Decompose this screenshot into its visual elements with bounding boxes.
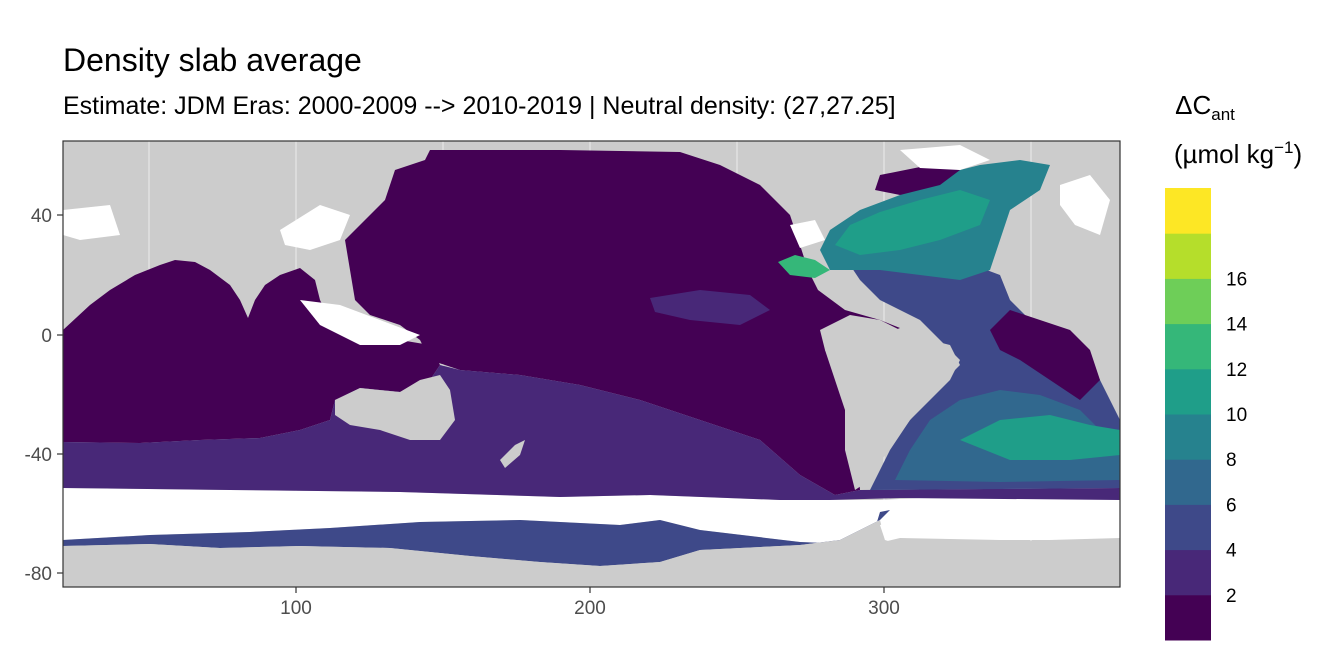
east-asia-nodata [280, 205, 350, 250]
legend-unit-prefix: (µmol kg [1174, 139, 1274, 169]
y-tick-label: -40 [25, 445, 52, 466]
africa-land [1080, 300, 1120, 380]
legend-unit: (µmol kg−1) [1174, 138, 1302, 169]
legend-tick-label: 16 [1226, 269, 1247, 290]
legend-title-main: ΔC [1175, 90, 1211, 120]
legend-title-sub: ant [1211, 105, 1235, 124]
plot-subtitle: Estimate: JDM Eras: 2000-2009 --> 2010-2… [63, 92, 896, 120]
legend-colorbar [1165, 188, 1211, 641]
legend-color-step [1165, 368, 1211, 415]
caribbean-layer [778, 255, 830, 278]
legend-color-step [1165, 504, 1211, 551]
arctic-nodata [900, 145, 990, 170]
legend-tick-label: 2 [1226, 586, 1237, 607]
panel-border [62, 140, 1121, 588]
legend-color-step [1165, 188, 1211, 234]
legend-tick-label: 8 [1226, 450, 1237, 471]
nodata-patches [63, 145, 1110, 540]
south-america-land [820, 315, 960, 490]
new-zealand-land [500, 440, 525, 468]
y-axis: 40 0 -40 -80 [25, 206, 63, 585]
antarctic-nodata-spot [880, 520, 905, 540]
atlantic-south-layer [960, 415, 1120, 460]
legend-tick-label: 6 [1226, 495, 1237, 516]
legend-tick-label: 4 [1226, 541, 1237, 562]
caribbean-nodata [790, 220, 825, 248]
legend-tick-label: 14 [1226, 315, 1248, 336]
maritime-nodata [300, 300, 420, 345]
pacific-indian-basin [63, 150, 900, 495]
southern-ocean-band [63, 365, 1120, 500]
legend-color-step [1165, 549, 1211, 596]
north-atlantic-nodata [1060, 175, 1110, 235]
legend-unit-exponent: −1 [1274, 138, 1293, 157]
legend-color-step [1165, 233, 1211, 279]
x-axis: 100 200 300 [280, 587, 900, 619]
x-tick-label: 200 [574, 598, 606, 619]
legend-unit-suffix: ) [1293, 139, 1302, 169]
legend-color-step [1165, 594, 1211, 641]
antarctic-shelf-band [63, 510, 890, 566]
legend: ΔCant (µmol kg−1) 2 4 6 8 10 12 14 16 [1165, 90, 1302, 641]
map-panel [63, 141, 1120, 587]
legend-color-step [1165, 459, 1211, 505]
x-tick-label: 300 [868, 598, 900, 619]
west-nodata [63, 205, 120, 240]
atlantic-dark-tongue [990, 310, 1100, 400]
australia-land [335, 375, 455, 440]
legend-title: ΔCant [1175, 90, 1235, 124]
x-tick-label: 100 [280, 598, 312, 619]
legend-tick-label: 12 [1226, 360, 1247, 381]
y-tick-label: -80 [25, 564, 52, 585]
eastern-pacific-patch [650, 290, 770, 325]
atlantic-upper-dark [875, 165, 960, 195]
legend-color-step [1165, 414, 1211, 460]
antarctica-land [63, 520, 1120, 587]
y-tick-label: 0 [41, 326, 52, 347]
legend-color-step [1165, 323, 1211, 370]
atlantic-north-layer-2 [835, 190, 990, 255]
legend-color-step [1165, 278, 1211, 325]
antarctic-nodata-band [63, 488, 1120, 545]
y-tick-label: 40 [31, 206, 52, 227]
legend-tick-label: 10 [1226, 405, 1247, 426]
legend-labels: 2 4 6 8 10 12 14 16 [1226, 269, 1248, 606]
plot-title: Density slab average [63, 42, 362, 78]
land-masses [63, 300, 1120, 587]
